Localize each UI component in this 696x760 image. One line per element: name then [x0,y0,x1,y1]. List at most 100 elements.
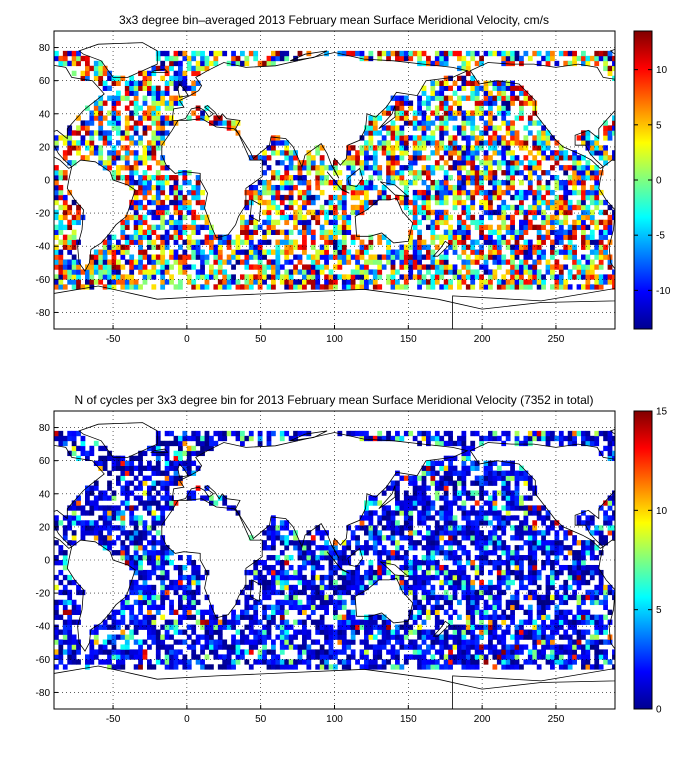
bin-cell [514,254,520,260]
bin-cell [200,254,205,260]
bin-cell [341,545,347,551]
bin-cell [492,100,498,106]
bin-cell [195,50,201,57]
bin-cell [98,120,104,126]
bin-cell [129,259,135,265]
bin-cell [226,624,232,630]
bin-cell [408,564,414,571]
bin-cell [155,50,161,57]
bin-cell [67,644,73,650]
bin-cell [594,224,600,231]
bin-cell [120,264,126,270]
bin-cell [403,145,409,151]
bin-cell [408,560,414,566]
bin-cell [359,145,365,151]
bin-cell [155,130,161,136]
bin-cell [160,574,166,581]
bin-cell [359,254,365,260]
bin-cell [448,189,453,196]
bin-cell [399,194,405,201]
bin-cell [452,234,458,240]
bin-cell [465,180,471,186]
bin-cell [244,224,250,231]
bin-cell [209,60,214,67]
bin-cell [279,659,285,665]
bin-cell [124,125,130,131]
bin-cell [403,100,409,106]
bin-cell [532,545,538,551]
bin-cell [310,560,316,566]
bin-cell [341,639,347,645]
bin-cell [501,654,507,660]
bin-cell [430,140,436,146]
bin-cell [554,259,560,265]
bin-cell [58,194,64,201]
bin-cell [279,629,285,635]
bin-cell [488,140,493,146]
bin-cell [541,279,546,285]
bin-cell [341,199,347,206]
bin-cell [257,244,263,250]
bin-cell [567,639,573,645]
bin-cell [138,214,143,221]
bin-cell [607,639,613,645]
bin-cell [341,560,347,566]
bin-cell [594,170,600,176]
bin-cell [598,599,604,606]
bin-cell [519,634,524,640]
bin-cell [532,135,538,141]
bin-cell [545,170,551,176]
bin-cell [377,569,383,576]
bin-cell [275,244,281,250]
bin-cell [505,145,511,151]
bin-cell [554,649,560,655]
bin-cell [111,234,117,240]
bin-cell [532,204,538,211]
bin-cell [399,115,405,121]
bin-cell [341,664,347,670]
bin-cell [58,170,64,176]
bin-cell [558,274,564,280]
bin-cell [350,50,356,57]
bin-cell [359,649,365,655]
bin-cell [333,634,338,640]
bin-cell [395,284,400,290]
bin-cell [133,654,139,660]
bin-cell [328,194,334,201]
bin-cell [381,110,387,116]
bin-cell [527,204,533,211]
bin-cell [594,239,600,245]
bin-cell [567,550,573,556]
bin-cell [302,284,307,290]
bin-cell [412,649,418,655]
bin-cell [558,624,564,630]
bin-cell [271,264,276,270]
bin-cell [173,659,179,665]
bin-cell [297,194,303,201]
bin-cell [217,264,223,270]
bin-cell [554,550,560,556]
bin-cell [479,100,484,106]
bin-cell [310,259,316,265]
bin-cell [364,130,369,136]
bin-cell [160,50,166,57]
bin-cell [257,279,263,285]
bin-cell [164,644,170,650]
bin-cell [439,259,445,265]
bin-cell [412,569,418,576]
bin-cell [107,545,112,551]
bin-cell [519,115,524,121]
bin-cell [315,184,321,191]
bin-cell [151,284,157,290]
bin-cell [319,204,325,211]
bin-cell [324,214,329,221]
bin-cell [333,239,338,245]
bin-cell [186,574,192,581]
bin-cell [328,584,334,591]
bin-cell [186,60,192,67]
bin-cell [474,110,480,116]
bin-cell [510,644,515,650]
bin-cell [474,609,480,615]
bin-cell [443,180,449,186]
bin-cell [80,140,86,146]
